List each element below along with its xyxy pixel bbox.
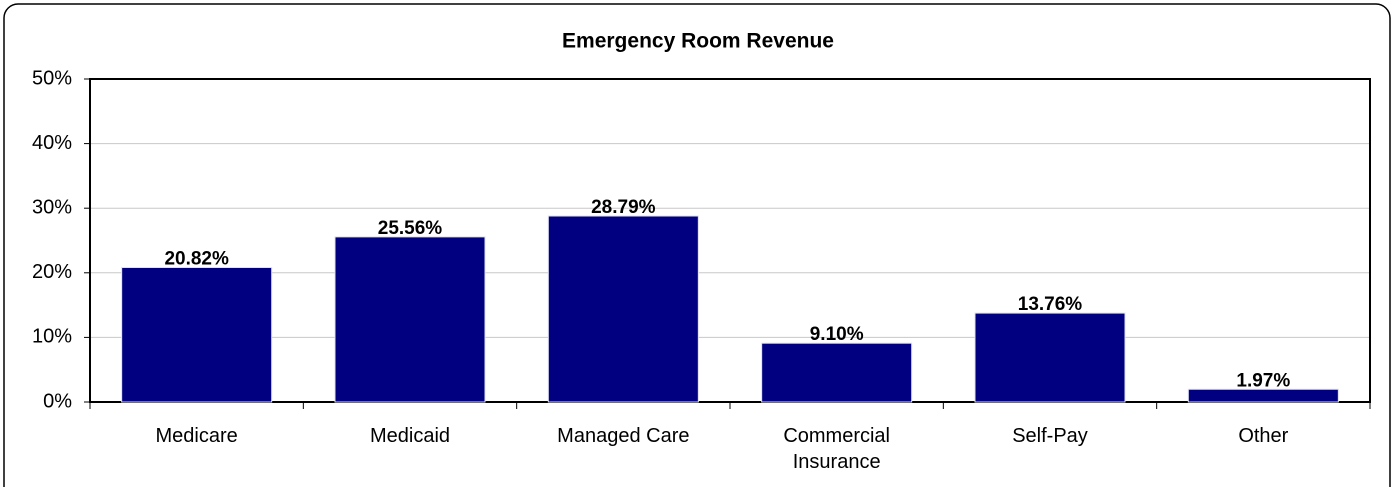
- y-tick-label: 40%: [32, 132, 72, 154]
- y-tick-label: 0%: [43, 390, 72, 412]
- y-tick-label: 20%: [32, 261, 72, 283]
- y-tick-label: 30%: [32, 196, 72, 218]
- value-label: 20.82%: [164, 249, 229, 270]
- x-tick-label: Medicaid: [369, 425, 451, 447]
- value-label: 28.79%: [591, 197, 656, 218]
- bar: [761, 342, 913, 403]
- x-tick-label: Self-Pay: [1012, 425, 1088, 447]
- bar: [974, 312, 1126, 403]
- value-label: 13.76%: [1018, 294, 1083, 315]
- x-tick-label: Managed Care: [557, 425, 690, 447]
- bar: [121, 267, 273, 403]
- bar: [547, 215, 699, 403]
- value-label: 1.97%: [1236, 370, 1290, 391]
- y-tick-label: 10%: [32, 326, 72, 348]
- x-tick-label: Medicare: [155, 425, 238, 447]
- value-label: 9.10%: [810, 324, 864, 345]
- x-tick-label: Other: [1238, 425, 1289, 447]
- bar: [1187, 388, 1339, 403]
- chart-title: Emergency Room Revenue: [562, 30, 834, 53]
- x-tick-label: Commercial Insurance: [783, 425, 890, 473]
- bar: [334, 236, 486, 403]
- y-tick-label: 50%: [32, 67, 72, 89]
- value-label: 25.56%: [378, 218, 443, 239]
